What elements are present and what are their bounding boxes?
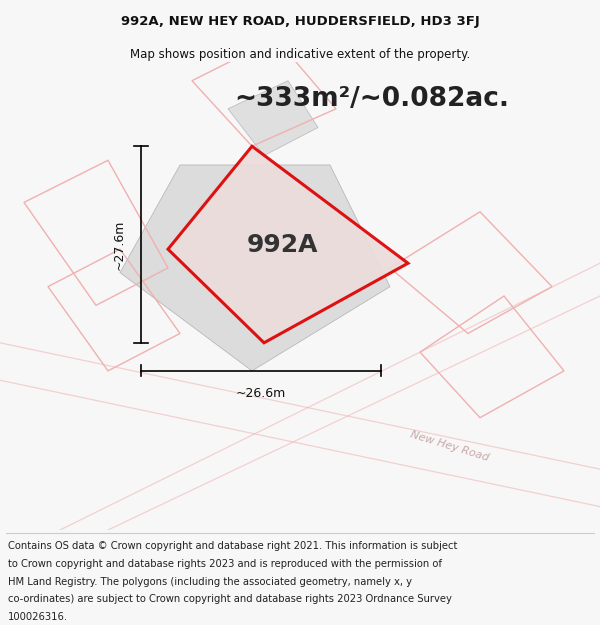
Text: New Hey Road: New Hey Road — [409, 429, 491, 462]
Text: HM Land Registry. The polygons (including the associated geometry, namely x, y: HM Land Registry. The polygons (includin… — [8, 576, 412, 586]
Text: ~27.6m: ~27.6m — [113, 219, 126, 270]
Text: to Crown copyright and database rights 2023 and is reproduced with the permissio: to Crown copyright and database rights 2… — [8, 559, 442, 569]
Polygon shape — [228, 81, 318, 156]
Polygon shape — [120, 165, 390, 371]
Text: Contains OS data © Crown copyright and database right 2021. This information is : Contains OS data © Crown copyright and d… — [8, 541, 457, 551]
Text: 100026316.: 100026316. — [8, 612, 68, 622]
Text: co-ordinates) are subject to Crown copyright and database rights 2023 Ordnance S: co-ordinates) are subject to Crown copyr… — [8, 594, 452, 604]
Text: ~26.6m: ~26.6m — [236, 388, 286, 400]
Text: Map shows position and indicative extent of the property.: Map shows position and indicative extent… — [130, 48, 470, 61]
Text: 992A: 992A — [246, 232, 318, 256]
Text: 992A, NEW HEY ROAD, HUDDERSFIELD, HD3 3FJ: 992A, NEW HEY ROAD, HUDDERSFIELD, HD3 3F… — [121, 16, 479, 29]
Text: ~333m²/~0.082ac.: ~333m²/~0.082ac. — [235, 86, 509, 112]
Polygon shape — [168, 146, 408, 342]
